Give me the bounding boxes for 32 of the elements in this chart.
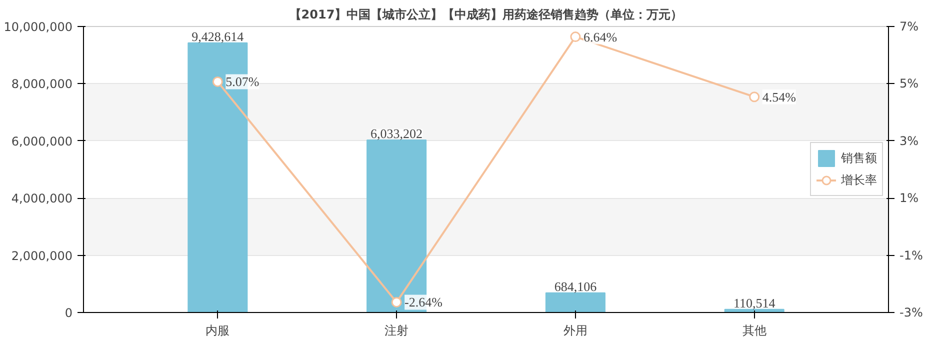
y2-tick-label: 3% <box>900 134 919 148</box>
data-label: 4.54% <box>762 89 796 104</box>
y2-tick-label: -1% <box>900 248 923 262</box>
point <box>212 76 223 87</box>
y2-tick-label: 1% <box>900 191 919 206</box>
y-tick-label: 8,000,000 <box>11 77 73 92</box>
data-label: 9,428,614 <box>192 28 244 44</box>
y-tick-label: 0 <box>64 306 73 320</box>
chart-title: 【2017】中国【城市公立】【中成药】用药途径销售趋势（单位：万元） <box>289 8 683 22</box>
data-label: 6.64% <box>583 29 618 44</box>
legend-label: 销售额 <box>841 150 877 166</box>
point <box>570 32 581 42</box>
data-label: 6,033,202 <box>370 126 423 141</box>
y2-tick-label: 7% <box>900 20 919 34</box>
y2-tick-label: 5% <box>900 76 919 91</box>
x-tick-label: 注射 <box>384 324 409 338</box>
point <box>749 92 760 102</box>
x-tick-label: 内服 <box>206 324 230 338</box>
data-label: 5.07% <box>226 74 260 90</box>
data-label: 110,514 <box>733 295 776 310</box>
legend-label: 增长率 <box>841 172 877 188</box>
y-tick-label: 10,000,000 <box>4 20 73 34</box>
x-tick-label: 外用 <box>563 324 588 338</box>
x-tick-label: 其他 <box>742 324 766 338</box>
data-label: 684,106 <box>554 278 598 294</box>
bar <box>545 292 606 312</box>
y-tick-label: 2,000,000 <box>11 248 73 263</box>
data-label: -2.64% <box>404 294 443 310</box>
y2-tick-label: -3% <box>900 306 923 320</box>
point <box>391 296 402 308</box>
y-tick-label: 4,000,000 <box>11 192 73 206</box>
y-tick-label: 6,000,000 <box>11 134 73 148</box>
